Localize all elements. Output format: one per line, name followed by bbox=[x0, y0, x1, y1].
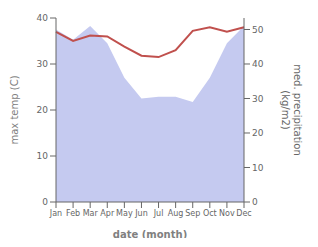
svg-text:Apr: Apr bbox=[100, 209, 115, 218]
svg-text:Dec: Dec bbox=[236, 209, 251, 218]
svg-text:max temp (C): max temp (C) bbox=[9, 75, 20, 144]
svg-text:40: 40 bbox=[252, 59, 264, 69]
svg-text:40: 40 bbox=[37, 13, 49, 23]
svg-text:20: 20 bbox=[37, 105, 49, 115]
svg-text:Feb: Feb bbox=[66, 209, 80, 218]
svg-text:30: 30 bbox=[252, 94, 264, 104]
svg-text:Mar: Mar bbox=[83, 209, 99, 218]
svg-text:date (month): date (month) bbox=[113, 229, 187, 238]
svg-text:20: 20 bbox=[252, 128, 264, 138]
svg-text:0: 0 bbox=[42, 197, 48, 207]
svg-text:Jun: Jun bbox=[134, 209, 148, 218]
svg-text:Sep: Sep bbox=[185, 209, 200, 218]
svg-text:Jul: Jul bbox=[153, 209, 164, 218]
svg-text:Oct: Oct bbox=[203, 209, 217, 218]
svg-text:30: 30 bbox=[37, 59, 49, 69]
svg-text:Aug: Aug bbox=[168, 209, 184, 218]
svg-text:10: 10 bbox=[252, 163, 264, 173]
svg-text:0: 0 bbox=[252, 197, 258, 207]
svg-text:Nov: Nov bbox=[219, 209, 235, 218]
svg-text:med. precipitation(kg/m2): med. precipitation(kg/m2) bbox=[280, 64, 303, 156]
svg-text:May: May bbox=[116, 209, 133, 218]
svg-text:Jan: Jan bbox=[49, 209, 62, 218]
svg-text:10: 10 bbox=[37, 151, 49, 161]
svg-text:50: 50 bbox=[252, 25, 264, 35]
